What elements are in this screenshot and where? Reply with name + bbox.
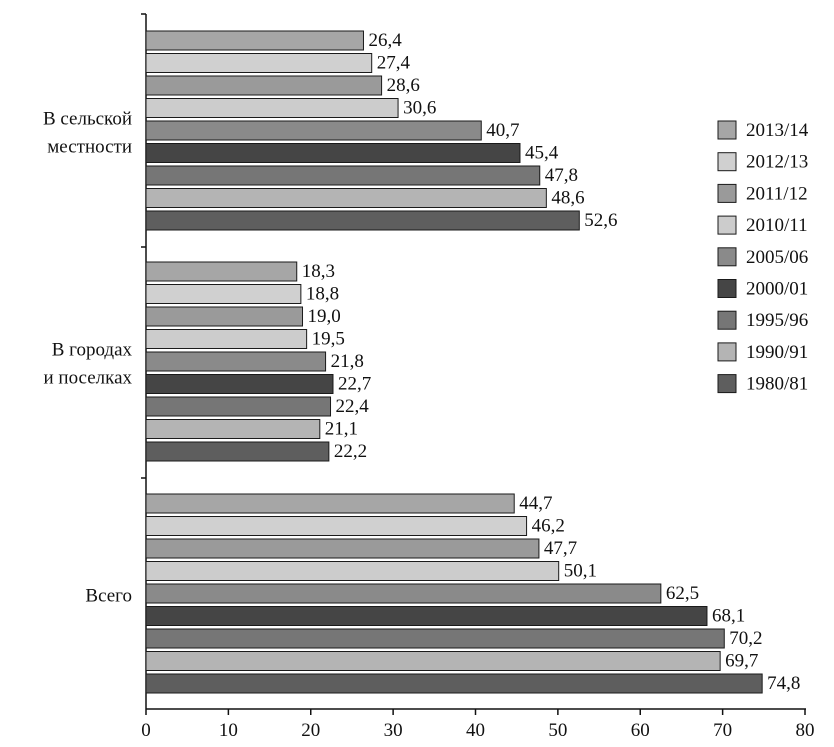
data-label: 27,4 [377,52,411,73]
x-tick-label: 70 [713,720,732,741]
value-labels-layer: 26,427,428,630,6 40,7 45,447,848,652,6 18,3… [302,30,801,694]
bar [145,606,708,626]
data-label: 19,5 [312,328,345,349]
x-tick-label: 20 [301,720,320,741]
category-label: В городах [52,339,133,360]
legend-swatch [717,152,737,172]
x-tick-label: 30 [384,720,403,741]
bar [145,188,547,208]
data-label: 48,6 [551,187,584,208]
legend-swatch [717,374,737,394]
legend-swatch [717,215,737,235]
legend-label: 2005/06 [746,247,808,268]
data-label: 44,7 [519,493,552,514]
category-label: местности [47,136,132,157]
data-label: 74,8 [767,673,800,694]
bar [145,561,560,581]
bar [145,210,580,231]
bar [145,419,321,439]
bar [145,329,308,349]
legend-label: 1990/91 [746,342,808,363]
bar [145,120,482,141]
bar [145,143,521,163]
data-label: 62,5 [666,583,699,604]
legend-swatch [717,342,737,362]
bar [145,306,304,327]
bar [145,628,725,649]
category-label: и поселках [43,367,132,388]
bar [145,673,763,694]
legend-swatch [717,279,737,298]
bar [145,538,540,559]
data-label: 69,7 [725,650,758,671]
legend-label: 2012/13 [746,152,808,173]
data-label: 21,1 [325,418,358,439]
legend-label: 2011/12 [746,183,808,204]
legend-label: 2000/01 [746,279,808,300]
bar [145,284,302,304]
data-label: 22,2 [334,441,367,462]
legend-label: 2010/11 [746,215,808,236]
data-label: 26,4 [368,30,402,51]
bar [145,75,383,96]
bar [145,516,528,536]
category-label: В сельской [43,108,132,129]
bars-layer [145,30,763,694]
data-label: 50,1 [564,560,597,581]
legend-swatch [717,247,737,267]
data-label: 30,6 [403,97,436,118]
bar [145,53,373,73]
legend-label: 1995/96 [746,310,808,331]
data-label: 68,1 [712,605,745,626]
category-labels: В сельской местности В городах и поселках Вс… [43,108,133,606]
category-label: Всего [85,585,132,606]
data-label: 22,4 [336,396,370,417]
x-tick-label: 10 [219,720,238,741]
data-label: 21,8 [331,351,364,372]
data-label: 47,7 [544,538,577,559]
data-label: 52,6 [584,210,617,231]
bar [145,30,364,51]
data-label: 47,8 [545,165,578,186]
bar [145,583,662,604]
legend-label: 2013/14 [746,120,809,141]
legend-label: 1980/81 [746,374,808,395]
legend-swatch [717,310,737,330]
data-label: 45,4 [525,142,559,163]
bar [145,396,332,417]
data-label: 18,8 [306,283,339,304]
x-tick-label: 80 [796,720,815,741]
axes: 0 10 20 30 40 50 60 70 80 [141,13,815,741]
data-label: 46,2 [532,515,565,536]
x-tick-label: 60 [631,720,650,741]
data-label: 18,3 [302,261,335,282]
data-label: 70,2 [729,628,762,649]
x-tick-label: 50 [548,720,567,741]
legend: 2013/14 2012/13 2011/12 2010/11 2005/06 2000/… [717,120,809,395]
data-label: 28,6 [387,75,420,96]
bar [145,98,399,118]
bar [145,651,721,671]
bar [145,351,327,372]
bar [145,493,515,514]
legend-swatch [717,120,737,140]
data-label: 22,7 [338,373,371,394]
bar [145,261,298,282]
x-tick-label: 40 [466,720,485,741]
data-label: 19,0 [308,306,341,327]
bar [145,165,541,186]
bar [145,441,330,462]
data-label: 40,7 [486,120,519,141]
legend-swatch [717,183,737,203]
x-tick-label: 0 [141,720,151,741]
bar [145,374,334,394]
